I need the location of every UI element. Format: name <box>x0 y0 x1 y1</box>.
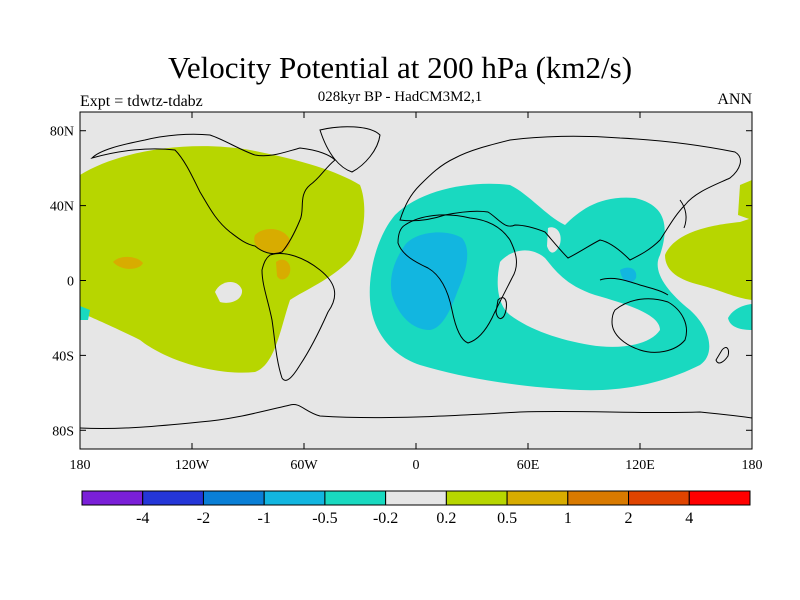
longitude-axis: 180 120W 60W 0 60E 120E 180 <box>70 112 763 473</box>
lat-tick-label: 80N <box>50 125 74 140</box>
orange-blob-caribbean <box>254 228 291 253</box>
experiment-label: Expt = tdwtz-tdabz <box>80 93 203 110</box>
negative-core-west-pacific <box>620 267 637 283</box>
colorbar-swatch <box>385 490 447 506</box>
lat-tick-label: 80S <box>52 424 74 439</box>
coastline-eurasia <box>399 135 741 261</box>
colorbar-label: -2 <box>197 510 210 527</box>
orange-blob-south-america <box>276 259 291 280</box>
orange-blob-pacific <box>113 256 143 269</box>
colorbar-label: 0.5 <box>497 510 517 527</box>
coastline-madagascar <box>495 297 507 319</box>
lon-tick-label: 180 <box>742 458 763 473</box>
colorbar <box>81 490 751 506</box>
colorbar-swatch <box>263 490 326 506</box>
positive-region-americas <box>80 146 365 373</box>
lat-tick-label: 0 <box>67 275 74 290</box>
colorbar-label: 2 <box>625 510 633 527</box>
lon-tick-label: 120W <box>175 458 210 473</box>
colorbar-label: -1 <box>258 510 271 527</box>
neutral-hole-pacific <box>215 281 243 303</box>
colorbar-swatch <box>81 490 144 506</box>
latitude-axis: 80N 40N 0 40S 80S <box>50 125 752 439</box>
coastline-antarctica <box>80 403 752 430</box>
coastline-south-america <box>261 253 336 381</box>
colorbar-labels: -4 -2 -1 -0.5 -0.2 0.2 0.5 1 2 4 <box>136 510 693 527</box>
map-title: Velocity Potential at 200 hPa (km2/s) <box>167 50 633 85</box>
colorbar-label: 1 <box>564 510 572 527</box>
colorbar-label: 4 <box>685 510 693 527</box>
colorbar-swatch <box>628 490 690 506</box>
lon-tick-label: 60E <box>517 458 540 473</box>
coastline-new-zealand <box>715 347 729 364</box>
colorbar-swatch <box>445 490 508 506</box>
colorbar-label: -4 <box>136 510 149 527</box>
colorbar-swatch <box>324 490 387 506</box>
colorbar-swatch <box>202 490 265 506</box>
positive-region-east-edge <box>738 180 752 220</box>
lon-tick-label: 180 <box>70 458 91 473</box>
negative-patch-west-edge <box>80 306 90 320</box>
map-subtitle: 028kyr BP - HadCM3M2,1 <box>317 89 483 105</box>
lon-tick-label: 120E <box>625 458 655 473</box>
lon-tick-label: 0 <box>413 458 420 473</box>
season-label: ANN <box>717 91 752 108</box>
contour-fields <box>80 146 752 391</box>
colorbar-swatch <box>506 490 569 506</box>
coastlines <box>80 126 752 430</box>
colorbar-label: -0.5 <box>312 510 337 527</box>
coastline-north-america <box>90 133 336 255</box>
lat-tick-label: 40S <box>52 349 74 364</box>
coastline-japan <box>679 199 687 229</box>
colorbar-swatch <box>142 490 204 506</box>
lon-tick-label: 60W <box>290 458 318 473</box>
colorbar-label: -0.2 <box>373 510 398 527</box>
negative-patch-east-edge <box>728 304 752 330</box>
colorbar-swatch <box>567 490 630 506</box>
neutral-region-indian-ocean <box>497 250 660 347</box>
coastline-greenland <box>319 126 381 173</box>
lat-tick-label: 40N <box>50 200 74 215</box>
positive-region-west-pacific <box>665 218 752 300</box>
colorbar-label: 0.2 <box>436 510 456 527</box>
coastline-australia <box>611 298 687 353</box>
negative-core-atlantic <box>390 232 468 330</box>
coastline-africa <box>397 214 517 344</box>
colorbar-swatch <box>688 490 751 506</box>
coastline-indonesia <box>599 277 669 296</box>
